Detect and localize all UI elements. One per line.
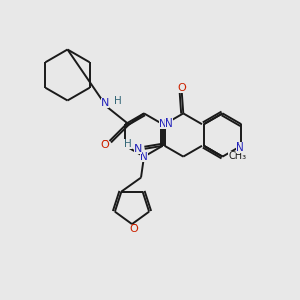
Text: O: O [177, 83, 186, 93]
Text: H: H [124, 139, 132, 149]
Text: O: O [100, 140, 109, 151]
Text: N: N [165, 118, 173, 128]
Text: N: N [101, 98, 109, 108]
Text: N: N [165, 119, 173, 129]
Text: H: H [114, 96, 122, 106]
Text: O: O [129, 224, 138, 235]
Text: N: N [159, 119, 167, 129]
Text: N: N [140, 152, 148, 162]
Text: N: N [134, 144, 142, 154]
Text: N: N [236, 143, 244, 153]
Text: H: H [114, 96, 122, 106]
Text: H: H [124, 139, 132, 149]
Text: N: N [140, 152, 148, 162]
Text: N: N [159, 119, 167, 129]
Text: CH₃: CH₃ [229, 151, 247, 161]
Text: O: O [100, 140, 109, 151]
Text: O: O [129, 224, 138, 235]
Text: N: N [134, 144, 142, 154]
Text: N: N [101, 98, 109, 108]
Text: O: O [177, 83, 186, 93]
Text: N: N [236, 142, 244, 152]
